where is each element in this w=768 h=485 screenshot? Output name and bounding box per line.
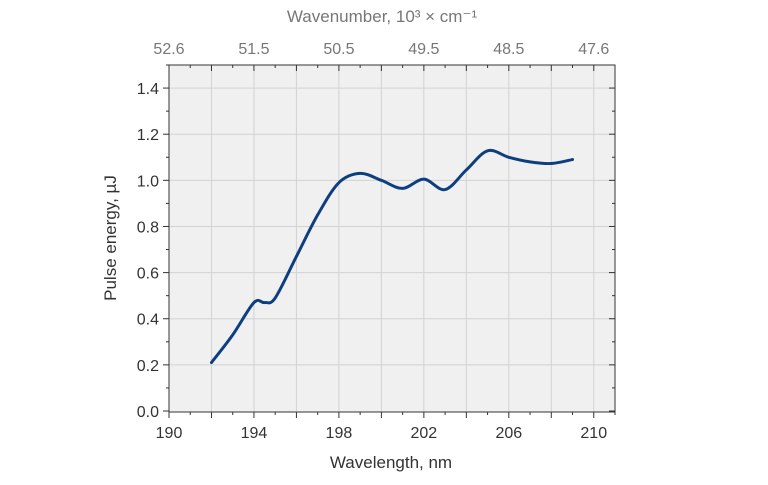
x-axis-title: Wavelength, nm [330,453,452,472]
top-tick-label: 51.5 [238,41,269,58]
x-tick-label: 190 [156,425,183,442]
top-tick-labels: 52.6 51.5 50.5 49.5 48.5 47.6 [153,41,609,58]
top-axis-title: Wavenumber, 10³ × cm⁻¹ [287,7,478,26]
series-line [209,148,575,365]
top-tick-label: 49.5 [408,41,439,58]
x-tick-label: 210 [580,425,607,442]
y-tick-label: 1.2 [137,127,159,144]
x-tick-label: 198 [326,425,353,442]
top-tick-label: 48.5 [493,41,524,58]
y-tick-label: 0.6 [137,266,159,283]
top-tick-label: 47.6 [578,41,609,58]
x-tick-label: 202 [411,425,438,442]
top-tick-label: 50.5 [323,41,354,58]
y-axis-title: Pulse energy, µJ [101,175,120,301]
y-tick-label: 1.0 [137,173,159,190]
y-tick-label: 0.0 [137,404,159,421]
plot-area [169,65,615,412]
x-tick-label: 194 [241,425,268,442]
y-tick-label: 0.2 [137,358,159,375]
x-tick-labels: 190 194 198 202 206 210 [156,425,608,442]
y-tick-label: 0.4 [137,312,159,329]
y-tick-label: 0.8 [137,219,159,236]
y-tick-labels: 0.0 0.2 0.4 0.6 0.8 1.0 1.2 1.4 [137,81,159,421]
y-tick-label: 1.4 [137,81,159,98]
top-tick-label: 52.6 [153,41,184,58]
series [209,148,575,365]
x-tick-label: 206 [495,425,522,442]
plot-frame [168,64,616,413]
